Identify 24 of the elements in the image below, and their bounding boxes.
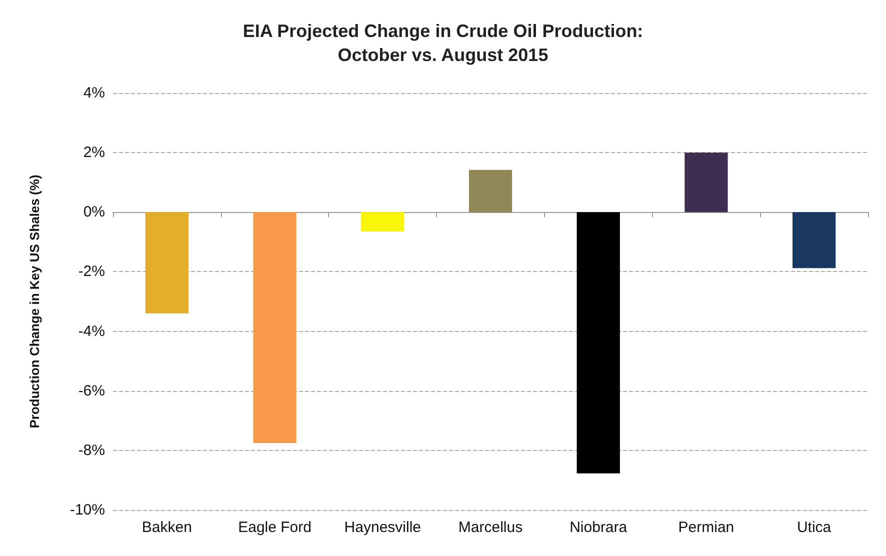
y-tick-label: -2% — [78, 263, 105, 280]
x-tick-label: Marcellus — [458, 519, 523, 536]
bar — [684, 152, 728, 212]
x-tick-label: Haynesville — [344, 519, 421, 536]
x-tick-label: Eagle Ford — [238, 519, 312, 536]
chart-title: EIA Projected Change in Crude Oil Production: October vs. August 2015 — [242, 21, 644, 65]
y-tick-label: -6% — [78, 382, 105, 400]
y-tick-label: 4% — [83, 84, 105, 102]
x-tick-label: Permian — [678, 519, 734, 536]
y-tick-label: -4% — [78, 322, 105, 340]
bar — [576, 212, 620, 474]
bar — [792, 212, 836, 268]
x-tick-label: Niobrara — [570, 519, 628, 536]
x-tick-label: Bakken — [142, 519, 192, 536]
bar — [145, 212, 188, 314]
y-tick-label: -10% — [70, 502, 105, 518]
y-axis-title: Production Change in Key US Shales (%) — [27, 174, 42, 428]
x-tick-label: Utica — [796, 519, 832, 536]
bar — [361, 212, 404, 232]
bar — [253, 212, 296, 443]
bar — [468, 170, 512, 212]
y-tick-label: 0% — [83, 204, 105, 221]
y-tick-label: -8% — [78, 442, 105, 459]
y-tick-label: 2% — [83, 144, 105, 162]
